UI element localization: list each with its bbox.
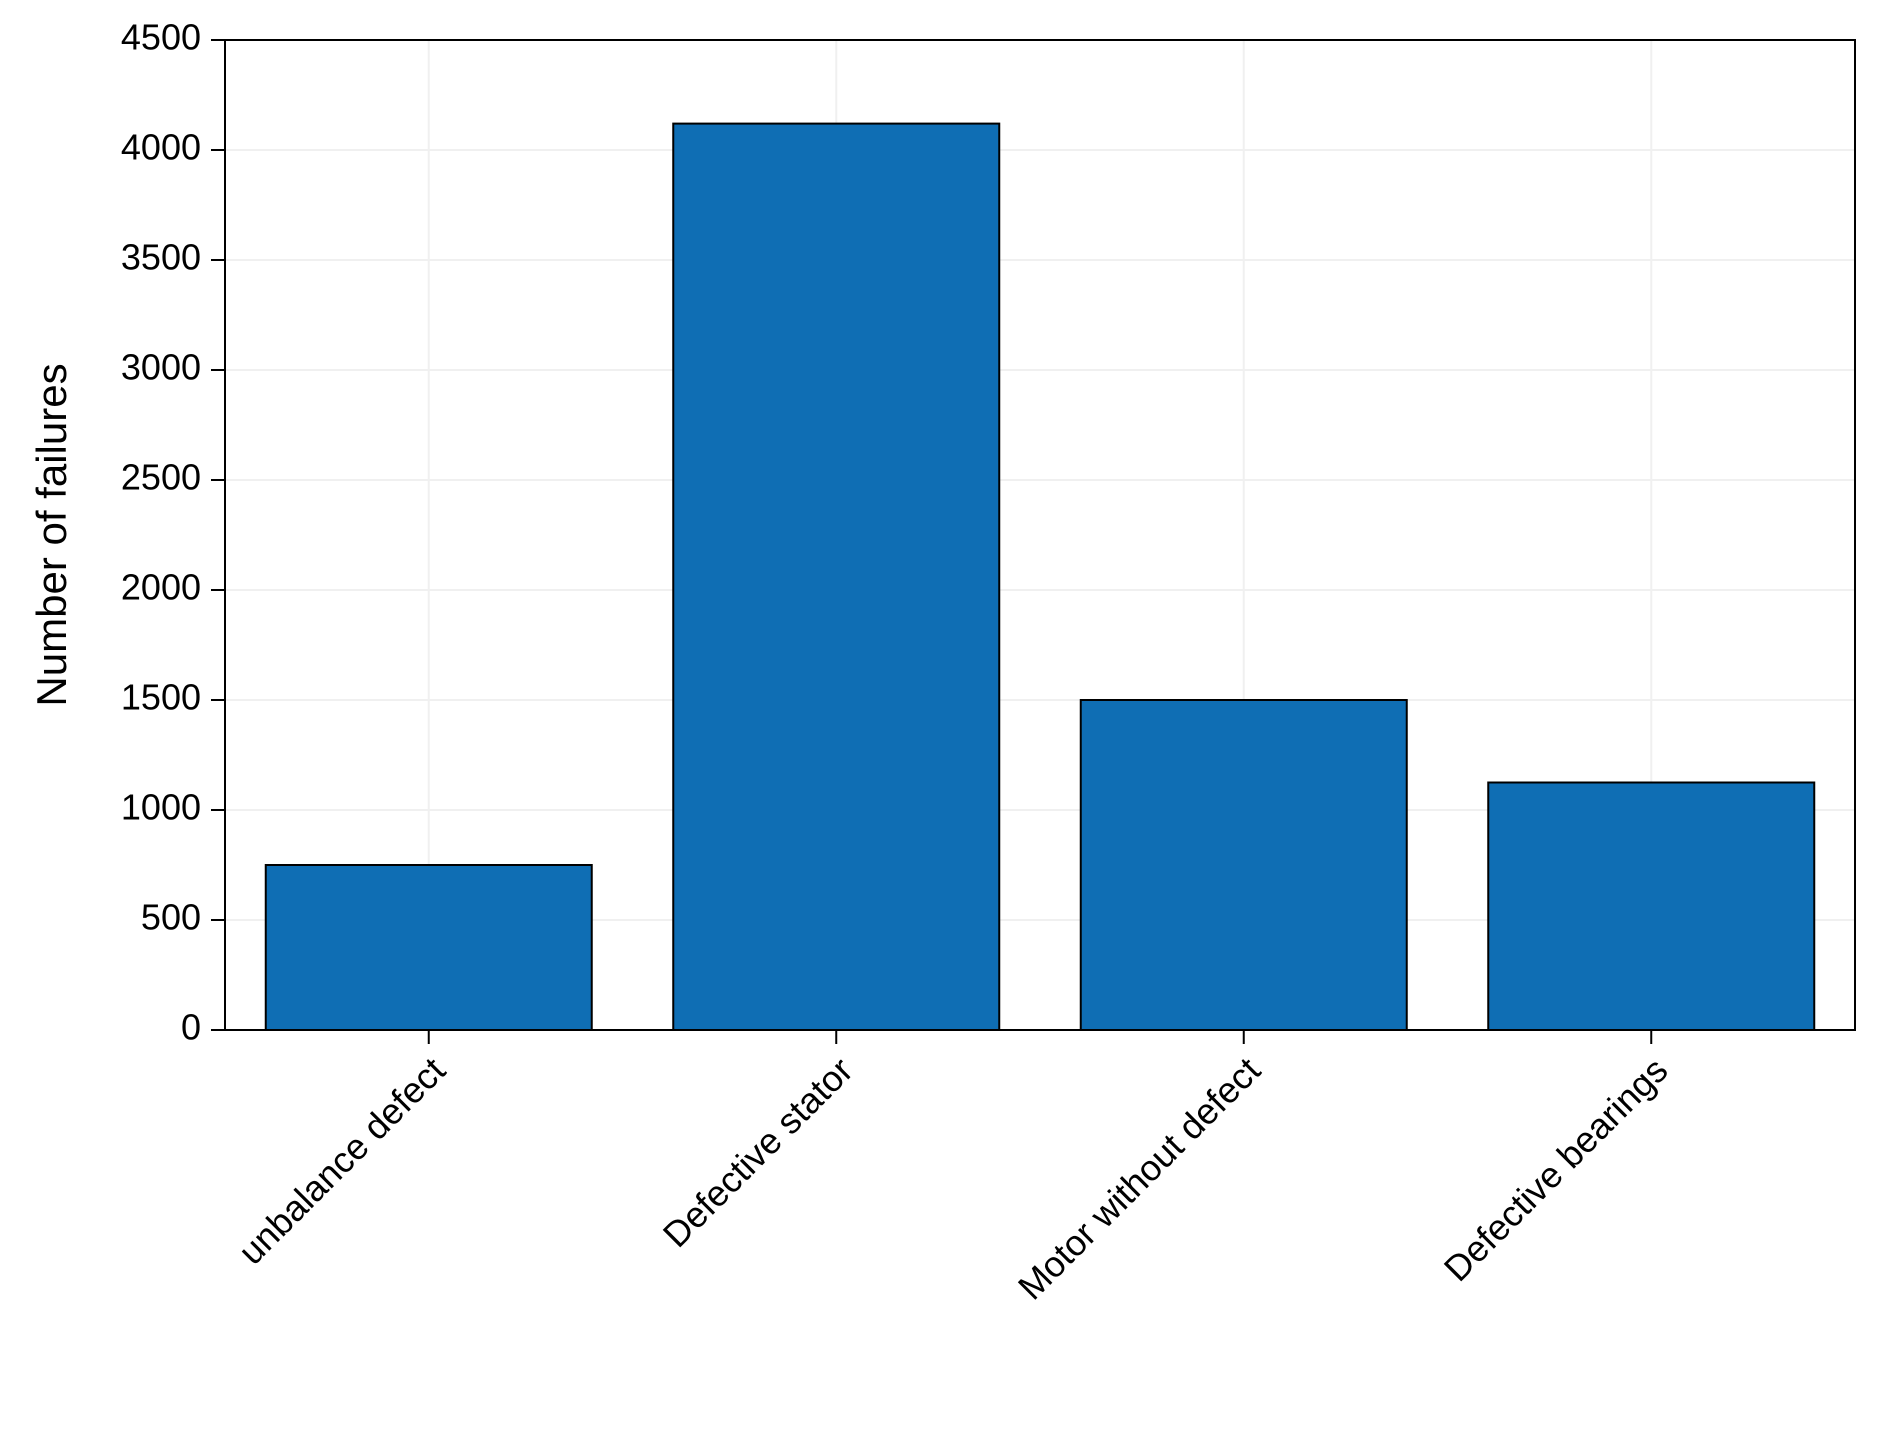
ytick-label: 4000: [121, 127, 201, 168]
bar: [1488, 783, 1814, 1031]
bar: [673, 124, 999, 1030]
bar-chart-container: 050010001500200025003000350040004500unba…: [0, 0, 1891, 1439]
ytick-label: 3500: [121, 237, 201, 278]
bar-chart-svg: 050010001500200025003000350040004500unba…: [0, 0, 1891, 1439]
ytick-label: 0: [181, 1007, 201, 1048]
bar: [266, 865, 592, 1030]
ytick-label: 500: [141, 897, 201, 938]
y-axis-label: Number of failures: [28, 363, 75, 706]
ytick-label: 2000: [121, 567, 201, 608]
ytick-label: 3000: [121, 347, 201, 388]
ytick-label: 2500: [121, 457, 201, 498]
ytick-label: 1500: [121, 677, 201, 718]
ytick-label: 1000: [121, 787, 201, 828]
ytick-label: 4500: [121, 17, 201, 58]
bar: [1081, 700, 1407, 1030]
